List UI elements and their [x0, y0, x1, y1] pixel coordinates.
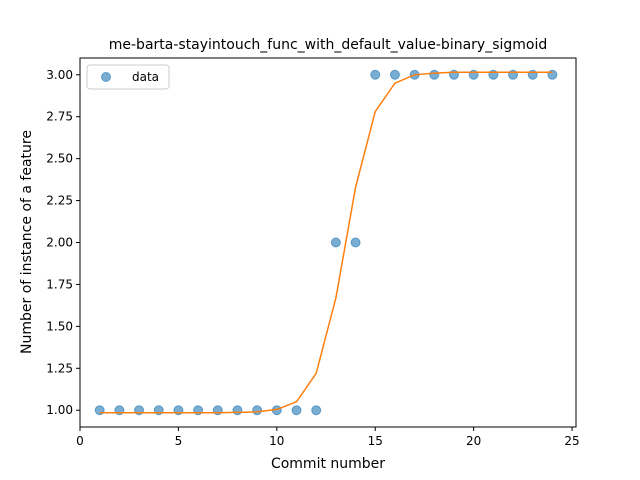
x-tick-label: 25: [564, 434, 579, 448]
fit-line: [99, 71, 553, 414]
data-point: [330, 237, 341, 248]
y-tick-label: 3.00: [46, 68, 73, 82]
data-point: [291, 405, 302, 416]
data-point: [252, 405, 263, 416]
y-tick-label: 2.00: [46, 236, 73, 250]
x-tick-label: 15: [368, 434, 383, 448]
x-tick-label: 0: [76, 434, 84, 448]
data-point: [370, 69, 381, 80]
y-tick-label: 1.25: [46, 361, 73, 375]
plot-area: [94, 69, 558, 416]
y-tick-label: 1.00: [46, 403, 73, 417]
data-point: [311, 405, 322, 416]
legend-label-data: data: [132, 70, 159, 84]
data-point: [232, 405, 243, 416]
y-axis: 1.00 1.25 1.50 1.75 2.00 2.25 2.50 2.75 3.00: [46, 68, 80, 417]
x-tick-label: 5: [175, 434, 183, 448]
data-point: [350, 237, 361, 248]
data-point: [429, 69, 440, 80]
y-tick-label: 1.50: [46, 319, 73, 333]
y-axis-title: Number of instance of a feature: [19, 130, 35, 354]
y-tick-label: 1.75: [46, 277, 73, 291]
x-tick-label: 10: [269, 434, 284, 448]
y-tick-label: 2.50: [46, 152, 73, 166]
legend: data: [86, 64, 170, 90]
data-point: [389, 69, 400, 80]
x-axis-title: Commit number: [271, 456, 385, 472]
legend-marker-data: [101, 72, 111, 82]
chart-title: me-barta-stayintouch_func_with_default_v…: [109, 37, 548, 53]
y-tick-label: 2.25: [46, 194, 73, 208]
y-tick-label: 2.75: [46, 110, 73, 124]
legend-box: [86, 64, 170, 90]
x-axis: 0 5 10 15 20 25: [76, 427, 580, 448]
plot-frame: [79, 57, 577, 428]
x-tick-label: 20: [466, 434, 481, 448]
